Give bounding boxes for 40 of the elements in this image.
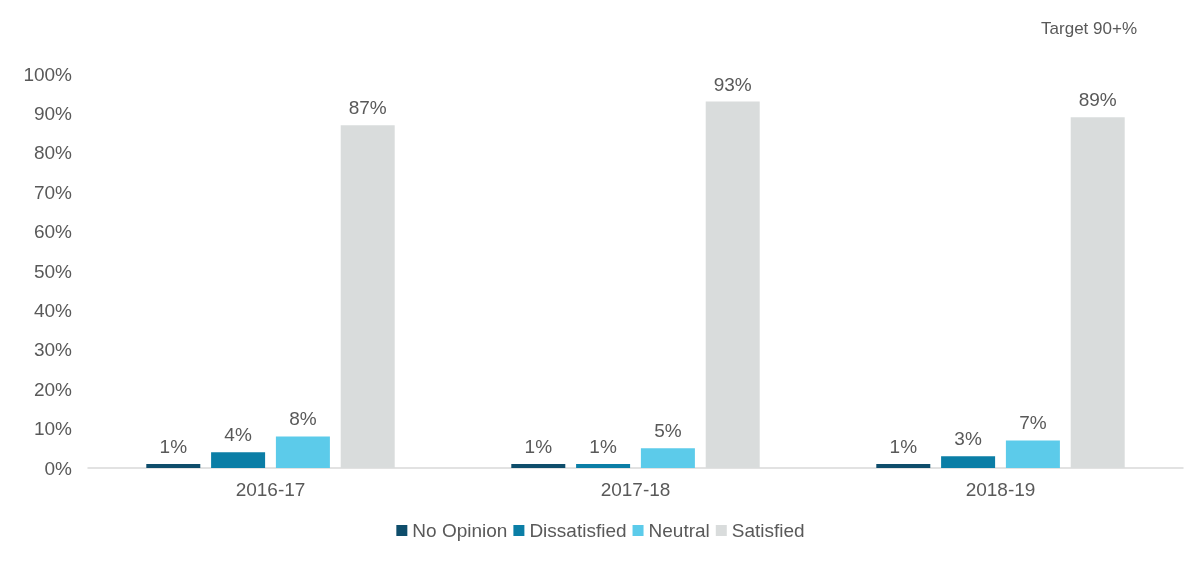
bar [511,464,566,468]
data-label: 5% [654,420,682,442]
data-label: 93% [713,73,752,95]
bar [640,448,695,468]
data-label: 1% [589,436,617,458]
legend-label: Satisfied [731,520,805,541]
data-label: 89% [1078,89,1117,111]
legend-label: Neutral [648,520,710,541]
bar [876,464,931,468]
y-tick-label: 80% [33,142,73,164]
y-tick-label: 10% [33,418,73,440]
text: Target 90+% [1041,19,1138,38]
bar [211,452,266,468]
x-tick-label: 2017-18 [600,479,671,500]
data-label: 87% [348,97,387,119]
x-tick-label: 2016-17 [235,479,306,500]
y-tick-label: 60% [33,221,73,243]
y-tick-label: 50% [33,260,73,282]
bar [576,464,631,468]
x-tick-label: 2018-19 [965,479,1036,500]
bar [941,456,996,468]
legend-label: No Opinion [412,520,508,541]
y-tick-label: 70% [33,181,73,203]
y-tick-label: 90% [33,102,73,124]
data-label: 1% [889,436,918,458]
bar [1005,440,1060,468]
y-tick-label: 20% [33,378,73,400]
bar [275,436,330,468]
data-label: 4% [224,424,252,446]
y-tick-label: 0% [44,457,73,479]
data-label: 7% [1019,412,1047,434]
bar [146,464,201,468]
y-tick-label: 40% [33,299,73,321]
data-label: 1% [524,436,553,458]
data-label: 3% [954,428,982,450]
y-tick-label: 30% [33,339,73,361]
data-label: 1% [159,436,188,458]
legend-label: Dissatisfied [529,520,627,541]
y-tick-label: 100% [23,63,73,85]
data-label: 8% [289,408,317,430]
